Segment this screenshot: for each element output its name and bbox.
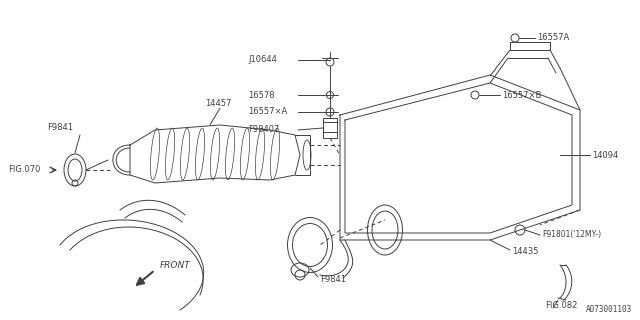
Text: F98407: F98407	[248, 125, 280, 134]
Text: F9841: F9841	[320, 276, 346, 284]
Text: 14435: 14435	[512, 247, 538, 257]
Text: 16557×A: 16557×A	[248, 108, 287, 116]
Text: 14457: 14457	[205, 100, 231, 108]
Text: 16557×B: 16557×B	[502, 91, 541, 100]
Text: F91801('12MY-): F91801('12MY-)	[542, 230, 601, 239]
Bar	[323, 118, 337, 138]
Text: FIG.082: FIG.082	[545, 300, 577, 309]
Text: J10644: J10644	[248, 55, 277, 65]
Text: 16578: 16578	[248, 91, 275, 100]
Text: A073001103: A073001103	[586, 305, 632, 314]
Text: 14094: 14094	[592, 150, 618, 159]
Text: F9841: F9841	[47, 124, 73, 132]
Text: FIG.070: FIG.070	[8, 165, 40, 174]
Text: FRONT: FRONT	[160, 260, 191, 269]
Text: 16557A: 16557A	[537, 34, 569, 43]
